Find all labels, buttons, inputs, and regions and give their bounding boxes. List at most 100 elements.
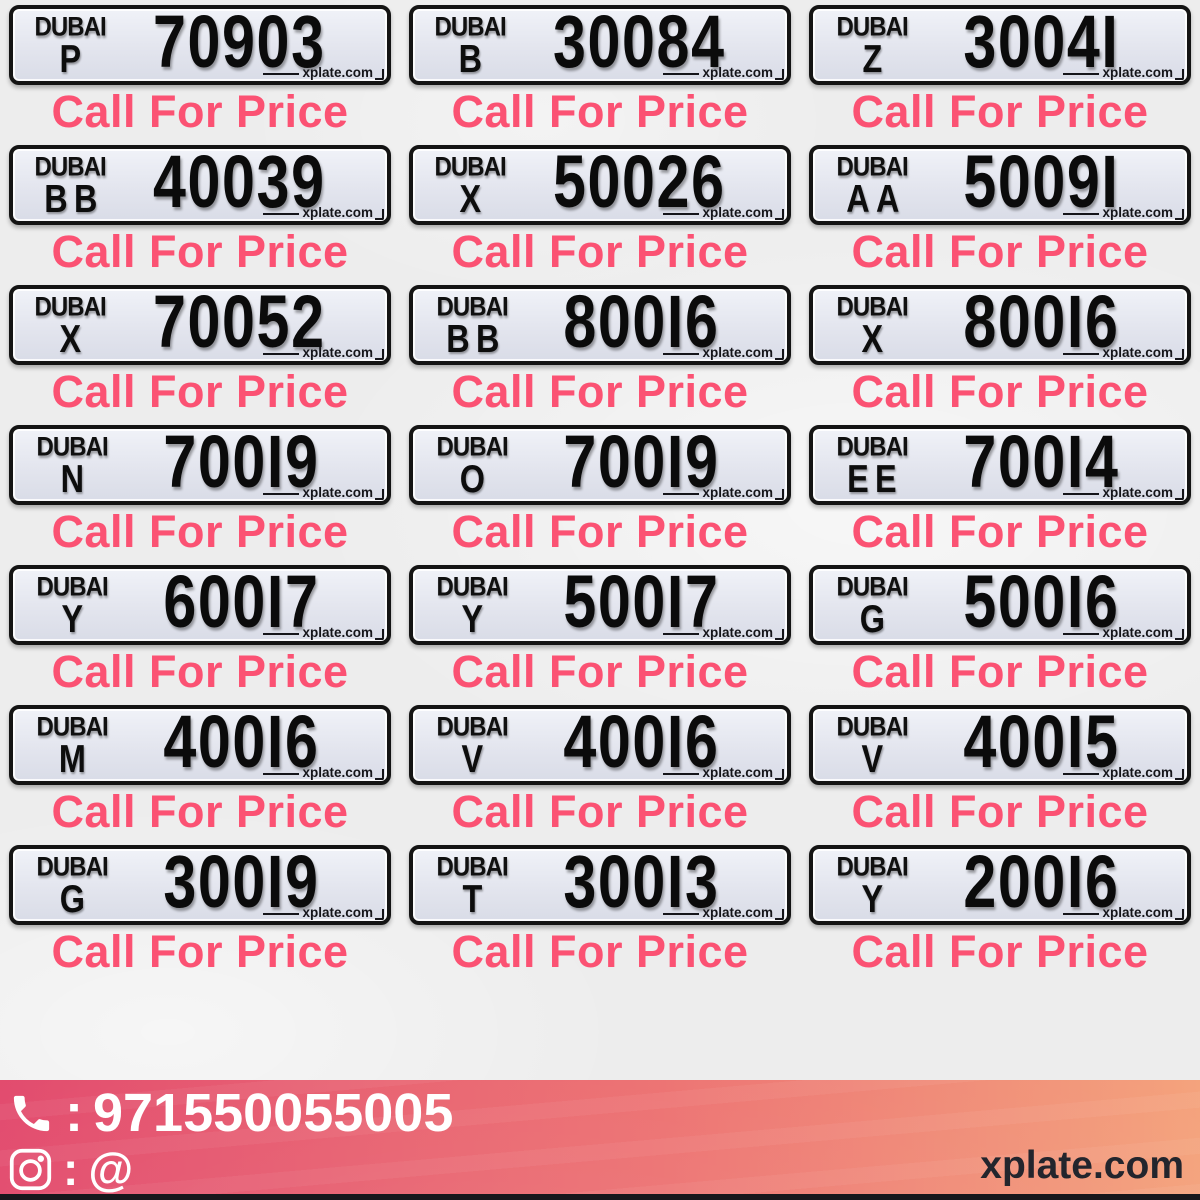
plate-cell: DUBAI Y 500I7 xplate.com Call For Price — [400, 560, 800, 700]
license-plate[interactable]: DUBAI Y 600I7 xplate.com — [9, 565, 391, 645]
license-plate[interactable]: DUBAI Y 500I7 xplate.com — [409, 565, 791, 645]
plate-cell: DUBAI O 700I9 xplate.com Call For Price — [400, 420, 800, 560]
plate-letter-code: X — [459, 175, 488, 221]
footer-site-logo: xplate.com — [980, 1144, 1184, 1187]
license-plate[interactable]: DUBAI B 30084 xplate.com — [409, 5, 791, 85]
license-plate[interactable]: DUBAI BB 800I6 xplate.com — [409, 285, 791, 365]
plate-watermark: xplate.com — [263, 486, 384, 500]
instagram-icon — [8, 1147, 53, 1192]
plate-left-block: DUBAI AA — [813, 149, 931, 221]
dubai-logo: DUBAI — [436, 711, 508, 742]
plate-watermark: xplate.com — [1063, 66, 1184, 80]
call-for-price-label: Call For Price — [51, 86, 349, 137]
plate-left-block: DUBAI EE — [813, 429, 931, 501]
plate-letter-code: G — [59, 875, 92, 921]
plate-letter-code: X — [861, 315, 890, 361]
instagram-row: : @ — [8, 1142, 453, 1196]
call-for-price-label: Call For Price — [851, 86, 1149, 137]
call-for-price-label: Call For Price — [51, 226, 349, 277]
call-for-price-label: Call For Price — [451, 786, 749, 837]
call-for-price-label: Call For Price — [51, 926, 349, 977]
call-for-price-label: Call For Price — [451, 646, 749, 697]
license-plate[interactable]: DUBAI BB 40039 xplate.com — [9, 145, 391, 225]
license-plate[interactable]: DUBAI AA 5009I xplate.com — [809, 145, 1191, 225]
license-plate[interactable]: DUBAI G 300I9 xplate.com — [9, 845, 391, 925]
license-plate[interactable]: DUBAI X 70052 xplate.com — [9, 285, 391, 365]
license-plate[interactable]: DUBAI V 400I6 xplate.com — [409, 705, 791, 785]
license-plate[interactable]: DUBAI Y 200I6 xplate.com — [809, 845, 1191, 925]
license-plate[interactable]: DUBAI X 50026 xplate.com — [409, 145, 791, 225]
license-plate[interactable]: DUBAI O 700I9 xplate.com — [409, 425, 791, 505]
dubai-logo: DUBAI — [36, 571, 108, 602]
plate-left-block: DUBAI Z — [813, 9, 931, 81]
plate-letter-code: Y — [861, 875, 890, 921]
dubai-logo: DUBAI — [836, 711, 908, 742]
plate-left-block: DUBAI T — [413, 849, 531, 921]
plate-cell: DUBAI B 30084 xplate.com Call For Price — [400, 0, 800, 140]
license-plate[interactable]: DUBAI M 400I6 xplate.com — [9, 705, 391, 785]
phone-separator: : — [65, 1083, 83, 1143]
call-for-price-label: Call For Price — [51, 786, 349, 837]
call-for-price-label: Call For Price — [451, 226, 749, 277]
dubai-logo: DUBAI — [836, 431, 908, 462]
call-for-price-label: Call For Price — [51, 366, 349, 417]
license-plate[interactable]: DUBAI P 70903 xplate.com — [9, 5, 391, 85]
plate-letter-code: V — [861, 735, 890, 781]
call-for-price-label: Call For Price — [851, 646, 1149, 697]
plate-watermark: xplate.com — [263, 66, 384, 80]
dubai-logo: DUBAI — [436, 291, 508, 322]
plate-left-block: DUBAI Y — [813, 849, 931, 921]
plate-left-block: DUBAI X — [813, 289, 931, 361]
plate-cell: DUBAI BB 800I6 xplate.com Call For Price — [400, 280, 800, 420]
plate-watermark: xplate.com — [663, 626, 784, 640]
plate-left-block: DUBAI Y — [13, 569, 131, 641]
phone-icon — [8, 1090, 55, 1137]
plate-letter-code: M — [58, 735, 93, 781]
dubai-logo: DUBAI — [34, 291, 106, 322]
license-plate[interactable]: DUBAI T 300I3 xplate.com — [409, 845, 791, 925]
plate-watermark: xplate.com — [263, 766, 384, 780]
plate-watermark: xplate.com — [263, 346, 384, 360]
plate-cell: DUBAI N 700I9 xplate.com Call For Price — [0, 420, 400, 560]
plates-grid: DUBAI P 70903 xplate.com Call For Price … — [0, 0, 1200, 980]
plate-watermark: xplate.com — [663, 906, 784, 920]
license-plate[interactable]: DUBAI V 400I5 xplate.com — [809, 705, 1191, 785]
license-plate[interactable]: DUBAI N 700I9 xplate.com — [9, 425, 391, 505]
plate-letter-code: AA — [845, 175, 906, 221]
footer: : 971550055005 : @ xplate.com — [0, 1080, 1200, 1200]
plate-letter-code: Y — [461, 595, 490, 641]
license-plate[interactable]: DUBAI EE 700I4 xplate.com — [809, 425, 1191, 505]
license-plate[interactable]: DUBAI Z 3004I xplate.com — [809, 5, 1191, 85]
dubai-logo: DUBAI — [434, 151, 506, 182]
plate-cell: DUBAI X 70052 xplate.com Call For Price — [0, 280, 400, 420]
dubai-logo: DUBAI — [36, 431, 108, 462]
call-for-price-label: Call For Price — [851, 366, 1149, 417]
instagram-separator: : — [63, 1143, 79, 1195]
plate-watermark: xplate.com — [663, 66, 784, 80]
license-plate[interactable]: DUBAI X 800I6 xplate.com — [809, 285, 1191, 365]
plate-letter-code: V — [461, 735, 490, 781]
dubai-logo: DUBAI — [836, 291, 908, 322]
plate-left-block: DUBAI V — [813, 709, 931, 781]
plate-cell: DUBAI Y 600I7 xplate.com Call For Price — [0, 560, 400, 700]
dubai-logo: DUBAI — [34, 151, 106, 182]
phone-row: : 971550055005 — [8, 1082, 453, 1144]
plate-cell: DUBAI EE 700I4 xplate.com Call For Price — [800, 420, 1200, 560]
call-for-price-label: Call For Price — [451, 926, 749, 977]
plate-letter-code: T — [462, 875, 489, 921]
plate-left-block: DUBAI P — [13, 9, 127, 81]
plate-watermark: xplate.com — [1063, 346, 1184, 360]
contact-block: : 971550055005 : @ — [8, 1082, 453, 1196]
plate-cell: DUBAI G 300I9 xplate.com Call For Price — [0, 840, 400, 980]
plate-letter-code: Z — [862, 35, 889, 81]
plate-watermark: xplate.com — [1063, 486, 1184, 500]
plate-letter-code: B — [458, 35, 489, 81]
plate-cell: DUBAI X 800I6 xplate.com Call For Price — [800, 280, 1200, 420]
call-for-price-label: Call For Price — [451, 86, 749, 137]
dubai-logo: DUBAI — [836, 571, 908, 602]
plate-watermark: xplate.com — [263, 906, 384, 920]
plate-letter-code: Y — [61, 595, 90, 641]
plate-letter-code: G — [859, 595, 892, 641]
plate-left-block: DUBAI X — [13, 289, 127, 361]
license-plate[interactable]: DUBAI G 500I6 xplate.com — [809, 565, 1191, 645]
